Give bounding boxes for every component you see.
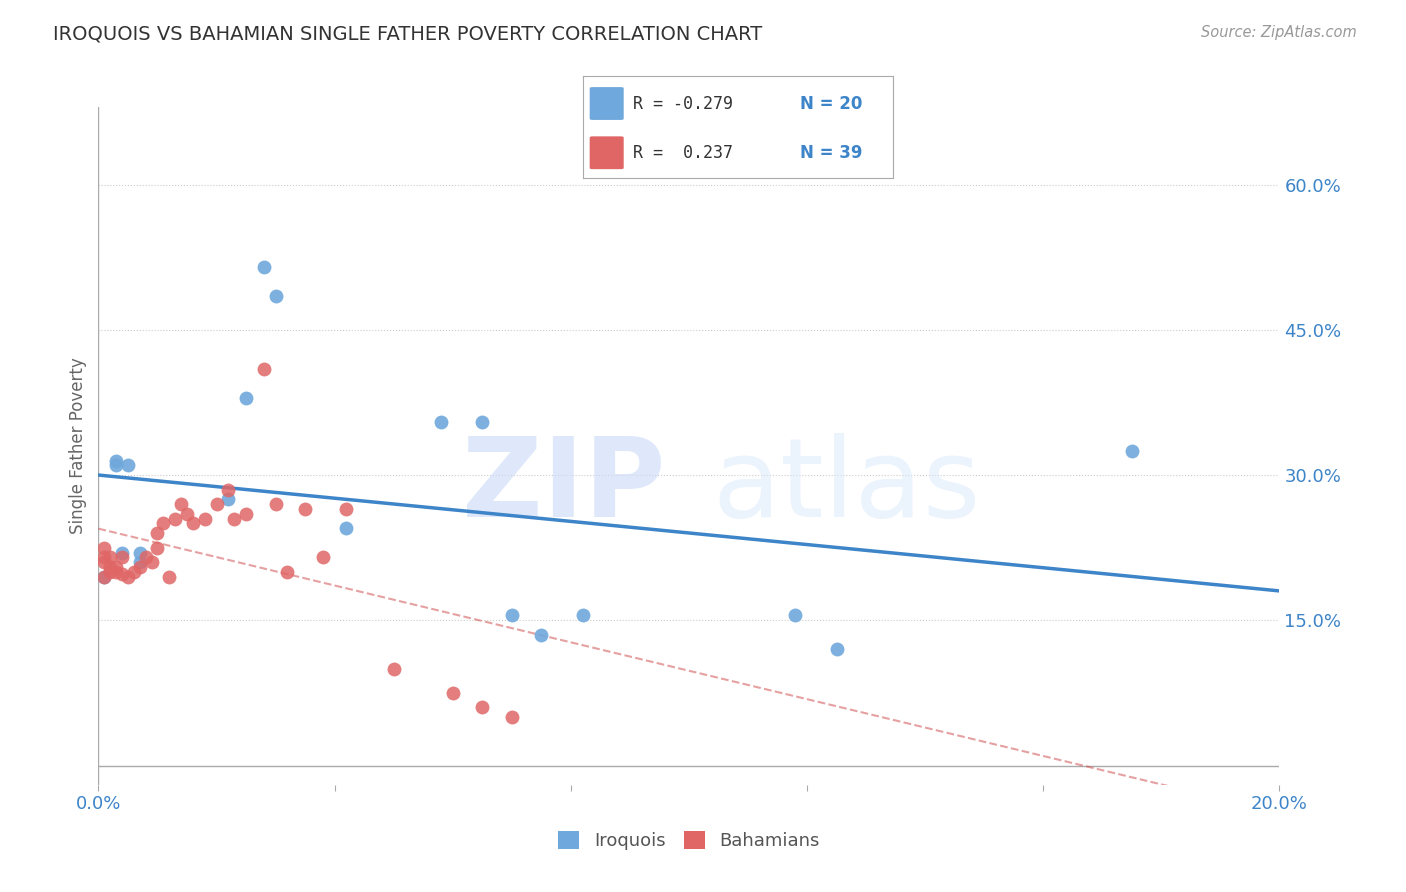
Point: [93, 550, 115, 565]
Point: [93, 570, 115, 584]
Text: atlas: atlas: [713, 434, 981, 541]
Text: IROQUOIS VS BAHAMIAN SINGLE FATHER POVERTY CORRELATION CHART: IROQUOIS VS BAHAMIAN SINGLE FATHER POVER…: [53, 25, 762, 44]
Text: ZIP: ZIP: [463, 434, 665, 541]
Point: [312, 550, 335, 565]
Point: [264, 289, 287, 303]
Text: N = 20: N = 20: [800, 95, 862, 112]
Point: [430, 415, 453, 429]
Point: [294, 502, 316, 516]
Point: [530, 628, 553, 642]
Point: [205, 497, 228, 511]
Point: [471, 415, 494, 429]
Point: [93, 555, 115, 569]
Text: R =  0.237: R = 0.237: [633, 144, 733, 161]
Point: [117, 458, 139, 473]
Point: [170, 497, 193, 511]
Point: [181, 516, 204, 531]
Point: [111, 550, 134, 565]
FancyBboxPatch shape: [589, 136, 624, 169]
Point: [146, 541, 169, 555]
Text: R = -0.279: R = -0.279: [633, 95, 733, 112]
Point: [128, 560, 150, 574]
Point: [785, 608, 807, 623]
Point: [105, 565, 128, 579]
Point: [264, 497, 287, 511]
Point: [128, 545, 150, 559]
Text: N = 39: N = 39: [800, 144, 862, 161]
Point: [501, 608, 523, 623]
Point: [217, 483, 239, 497]
Point: [276, 565, 298, 579]
Point: [217, 492, 239, 507]
Y-axis label: Single Father Poverty: Single Father Poverty: [69, 358, 87, 534]
Point: [117, 570, 139, 584]
Point: [146, 526, 169, 541]
Point: [176, 507, 198, 521]
Point: [335, 502, 357, 516]
Point: [441, 686, 464, 700]
Point: [253, 260, 276, 274]
Point: [157, 570, 180, 584]
Point: [122, 565, 145, 579]
Point: [98, 565, 121, 579]
Point: [111, 566, 134, 581]
Point: [382, 662, 405, 676]
Point: [471, 700, 494, 714]
FancyBboxPatch shape: [589, 87, 624, 120]
Point: [128, 555, 150, 569]
Legend: Iroquois, Bahamians: Iroquois, Bahamians: [551, 823, 827, 857]
Point: [141, 555, 163, 569]
Point: [105, 458, 128, 473]
Point: [105, 560, 128, 574]
Point: [335, 521, 357, 535]
Point: [253, 361, 276, 376]
Point: [224, 511, 246, 525]
Point: [111, 545, 134, 559]
Point: [235, 391, 257, 405]
Point: [98, 560, 121, 574]
Point: [135, 550, 157, 565]
Point: [825, 642, 848, 657]
Point: [1121, 443, 1143, 458]
Point: [165, 511, 187, 525]
Point: [93, 541, 115, 555]
Point: [105, 453, 128, 467]
Point: [501, 710, 523, 724]
Point: [571, 608, 593, 623]
Point: [235, 507, 257, 521]
Point: [152, 516, 174, 531]
Point: [194, 511, 217, 525]
Point: [93, 570, 115, 584]
Point: [98, 550, 121, 565]
Text: Source: ZipAtlas.com: Source: ZipAtlas.com: [1201, 25, 1357, 40]
